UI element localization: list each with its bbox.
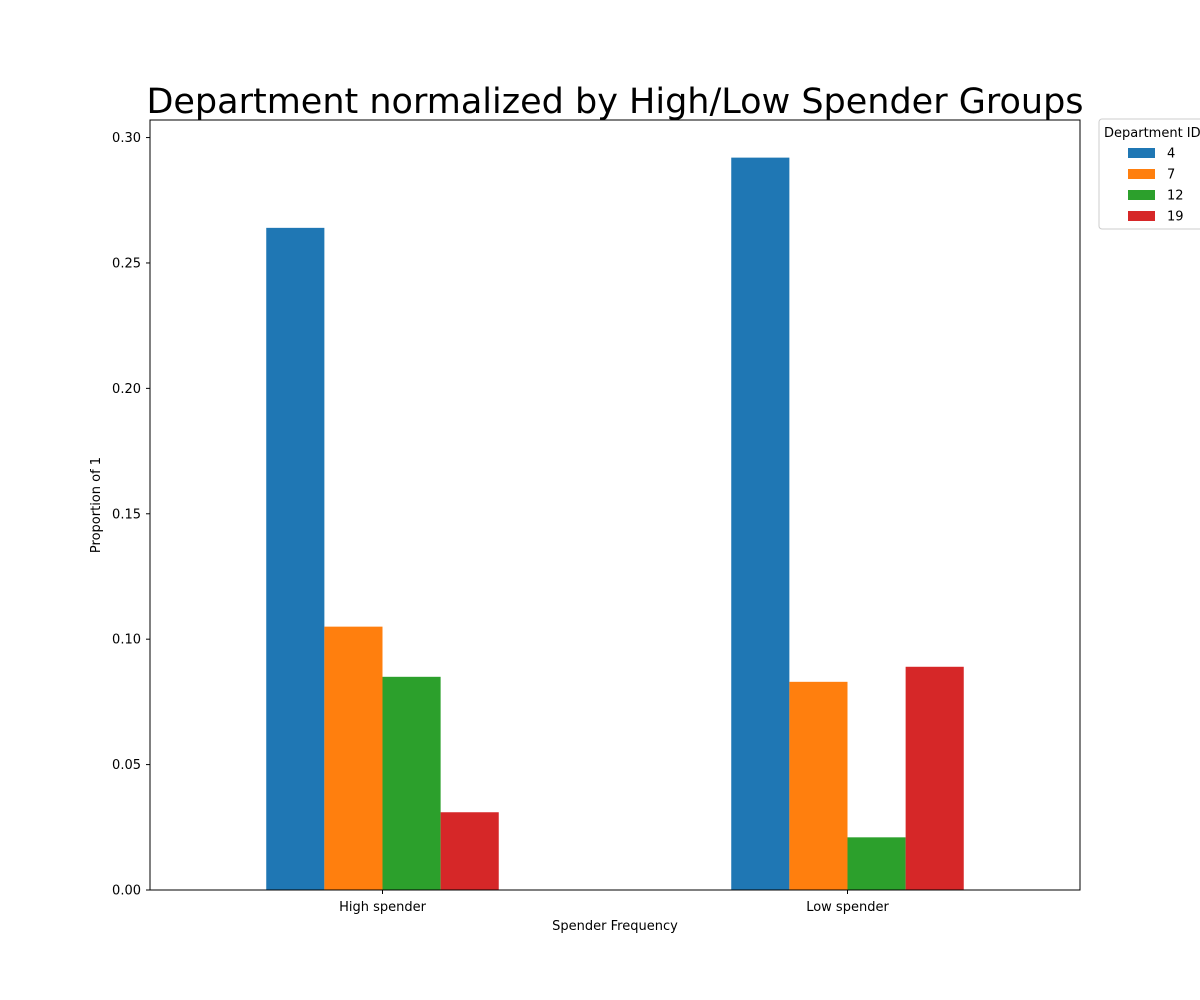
bars-group — [266, 157, 964, 891]
bar-series-4-low-spender — [731, 157, 790, 891]
legend-swatch-19 — [1128, 211, 1155, 221]
x-axis: High spender Low spender — [339, 890, 889, 915]
y-axis: 0.00 0.05 0.10 0.15 0.20 0.25 0.30 — [112, 131, 150, 899]
plot-frame — [149, 119, 1081, 891]
legend-swatch-12 — [1128, 190, 1155, 200]
legend-swatch-7 — [1128, 169, 1155, 179]
bar-series-12-high-spender — [382, 676, 441, 890]
y-tick-label: 0.00 — [112, 884, 141, 899]
legend-label-7: 7 — [1167, 168, 1175, 183]
y-tick-label: 0.20 — [112, 382, 141, 397]
y-tick-label: 0.25 — [112, 256, 141, 271]
x-axis-label: Spender Frequency — [552, 919, 678, 934]
x-tick-label: Low spender — [806, 900, 889, 915]
bar-series-4-high-spender — [266, 227, 325, 890]
bar-series-19-high-spender — [440, 812, 499, 890]
bar-series-7-high-spender — [324, 626, 383, 890]
y-tick-label: 0.15 — [112, 507, 141, 522]
legend: Department ID 4 7 12 19 — [1098, 118, 1200, 230]
legend-title: Department ID — [1104, 126, 1200, 141]
bar-series-19-low-spender — [905, 666, 964, 890]
x-tick-label: High spender — [339, 900, 427, 915]
y-tick-label: 0.10 — [112, 633, 141, 648]
bar-series-7-low-spender — [789, 681, 848, 890]
legend-swatch-4 — [1128, 148, 1155, 158]
bar-series-12-low-spender — [847, 837, 906, 890]
legend-label-19: 19 — [1167, 210, 1184, 225]
chart-title: Department normalized by High/Low Spende… — [146, 82, 1083, 122]
legend-label-12: 12 — [1167, 189, 1184, 204]
y-tick-label: 0.05 — [112, 758, 141, 773]
y-axis-label: Proportion of 1 — [89, 457, 104, 553]
legend-label-4: 4 — [1167, 147, 1175, 162]
y-tick-label: 0.30 — [112, 131, 141, 146]
